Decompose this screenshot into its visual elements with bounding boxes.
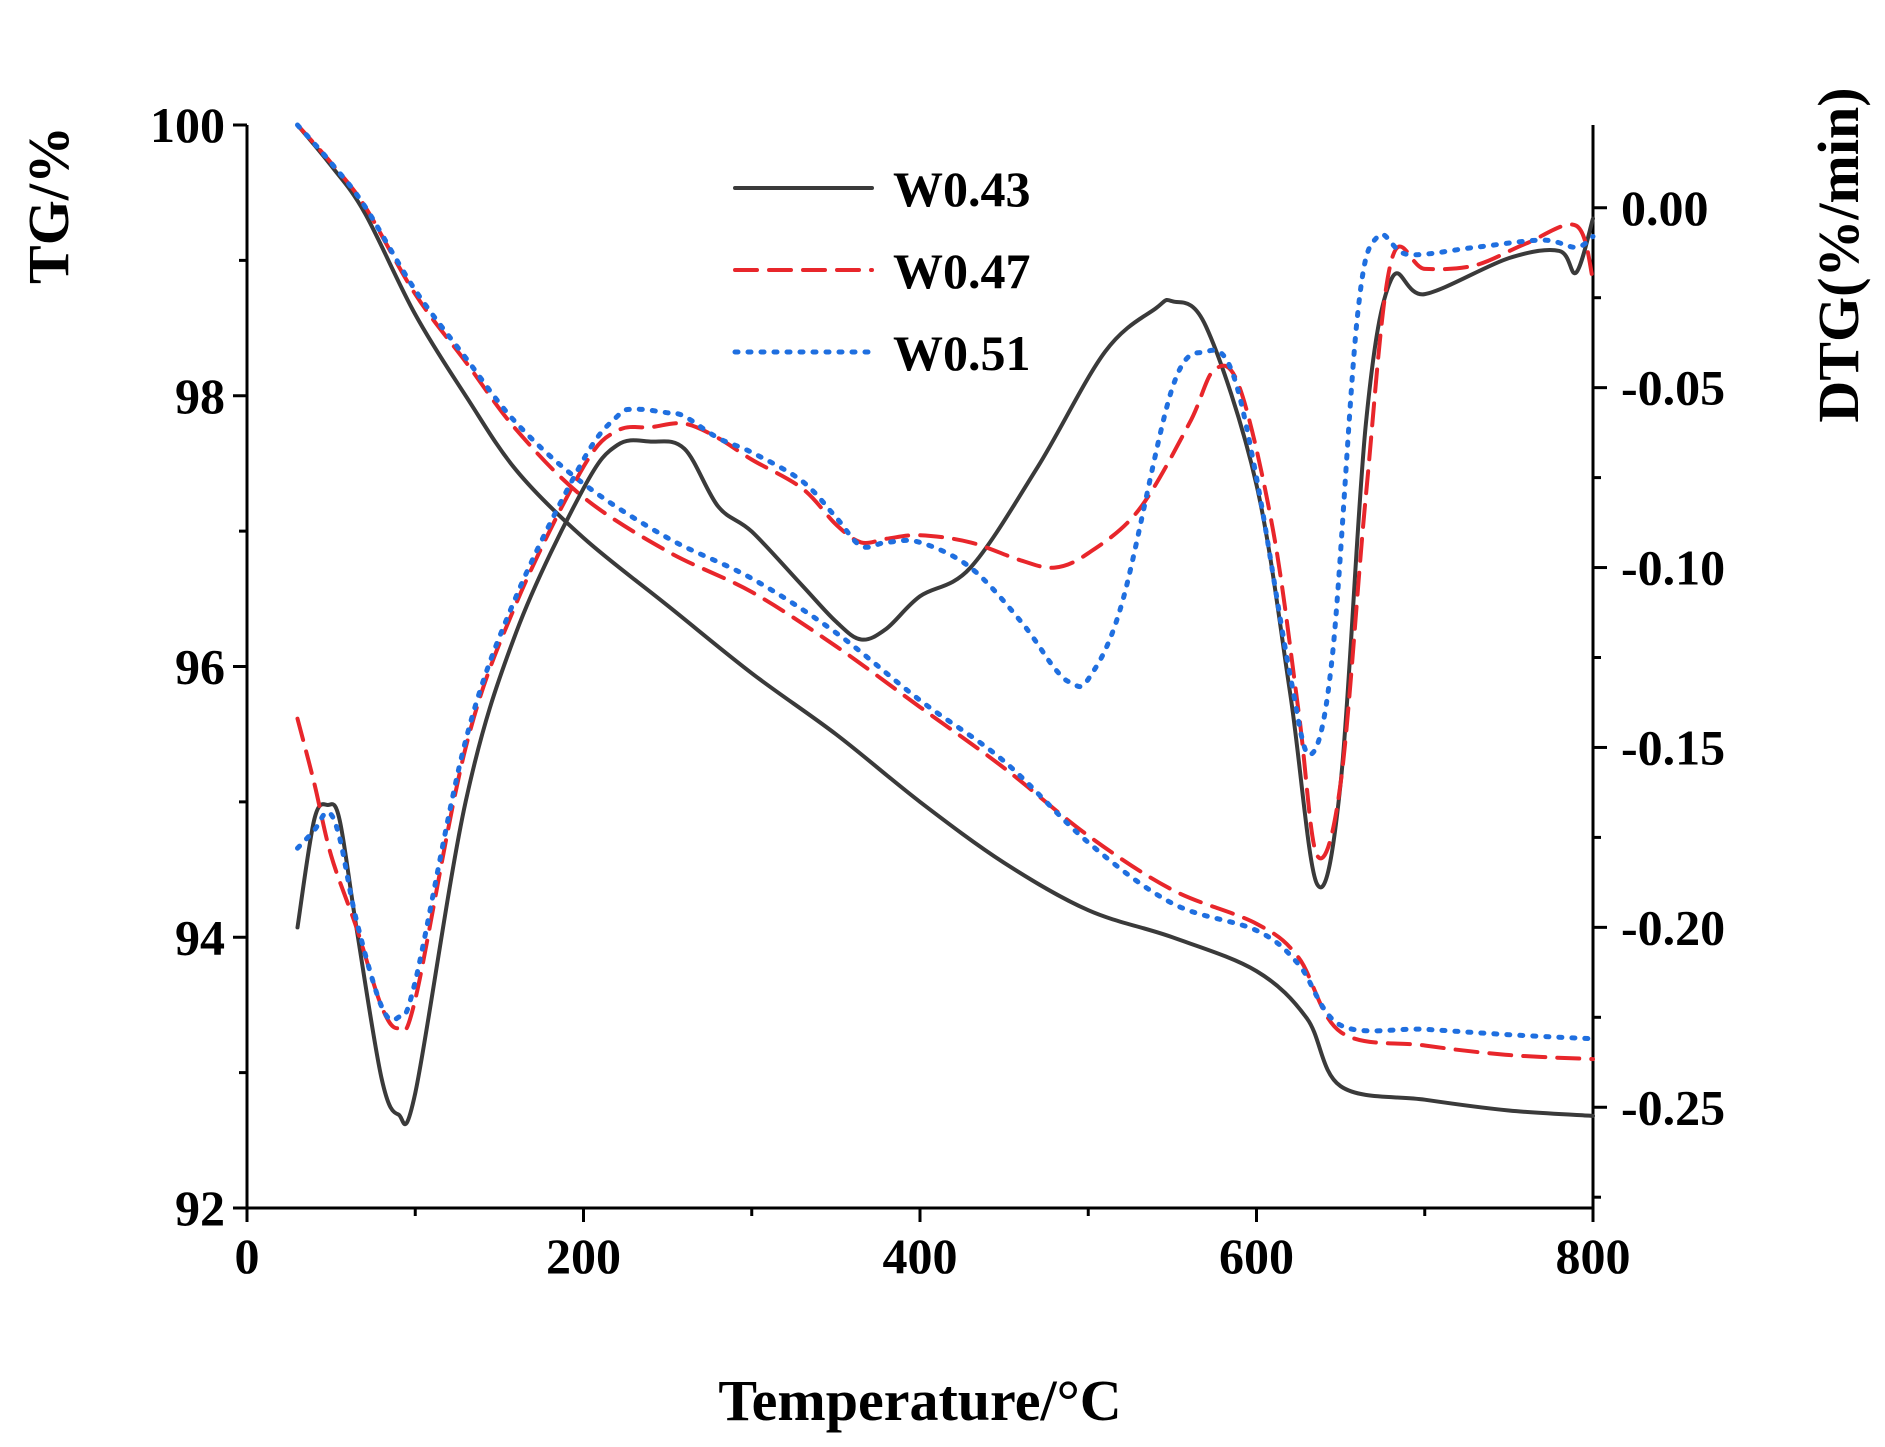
legend-label: W0.51 — [893, 325, 1031, 381]
right-y-tick-label: -0.15 — [1621, 719, 1725, 775]
ticks: 0 200 400 600 800 92 94 96 98 100 0.00 -0.05 -0.10 -0… — [150, 97, 1725, 1284]
series — [295, 122, 1596, 1127]
legend: W0.43 W0.47 W0.51 — [732, 161, 1031, 381]
dtg-line-w0-47 — [295, 222, 1595, 1034]
left-y-axis-title: TG/% — [16, 126, 81, 284]
tg-line-w0-43 — [295, 123, 1595, 1118]
x-tick-label: 0 — [235, 1228, 260, 1284]
right-y-axis-title: DTG(%/min) — [1806, 87, 1871, 422]
left-y-tick-label: 98 — [175, 368, 225, 424]
tg-line-w0-47 — [295, 123, 1595, 1062]
x-axis-title: Temperature/°C — [718, 1368, 1121, 1433]
x-tick-label: 600 — [1219, 1228, 1294, 1284]
legend-label: W0.47 — [893, 243, 1031, 299]
x-tick-label: 800 — [1556, 1228, 1631, 1284]
right-y-tick-label: -0.05 — [1621, 360, 1725, 416]
legend-label: W0.43 — [893, 161, 1031, 217]
right-y-tick-label: -0.25 — [1621, 1079, 1725, 1135]
right-y-tick-label: 0.00 — [1621, 180, 1709, 236]
right-y-tick-label: -0.20 — [1621, 899, 1725, 955]
x-tick-label: 400 — [883, 1228, 958, 1284]
left-y-tick-label: 100 — [150, 97, 225, 153]
left-y-tick-label: 94 — [175, 909, 225, 965]
left-y-tick-label: 92 — [175, 1180, 225, 1236]
left-y-tick-label: 96 — [175, 639, 225, 695]
dtg-line-w0-51 — [295, 231, 1596, 1023]
tg-line-w0-51 — [295, 122, 1596, 1042]
dtg-line-w0-43 — [295, 216, 1595, 1127]
x-tick-label: 200 — [546, 1228, 621, 1284]
right-y-tick-label: -0.10 — [1621, 540, 1725, 596]
